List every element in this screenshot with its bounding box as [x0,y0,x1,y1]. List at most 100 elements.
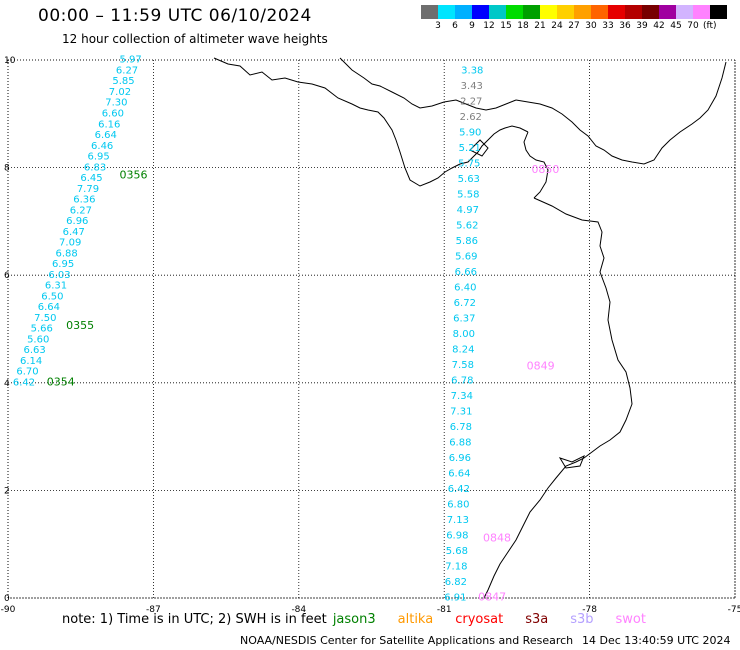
altimeter-tracks: 5.976.275.857.027.306.606.166.646.466.95… [13,55,560,604]
west-track-value: 5.85 [112,76,134,87]
scale-swatch [472,5,489,19]
east-track-value: 6.80 [447,500,469,511]
scale-swatch [574,5,591,19]
east-track-value: 5.75 [458,158,480,169]
scale-swatch [659,5,676,19]
legend-jason3: jason3 [332,612,376,627]
x-tick-label: -78 [582,605,597,615]
east-track-value: 5.58 [457,190,479,201]
scale-label: 24 [551,21,563,31]
east-track-value: 8.00 [453,329,475,340]
scale-swatch [625,5,642,19]
west-track-value: 7.02 [109,87,131,98]
west-track-value: 7.79 [77,184,99,195]
east-track-value: 6.72 [454,298,476,309]
east-track-value: 7.34 [451,391,473,402]
delta-outline [558,454,585,469]
east-track-value: 7.31 [450,407,472,418]
scale-swatch [591,5,608,19]
scale-swatch [523,5,540,19]
east-track-value: 6.98 [446,531,468,542]
scale-swatch [540,5,557,19]
legend-s3b: s3b [570,612,594,627]
x-tick-label: -81 [437,605,452,615]
scale-label: 45 [670,21,682,31]
west-track-value: 6.95 [87,152,109,163]
color-scale-labels: 3 6 9 12 15 18 21 24 27 30 33 36 39 42 45 70 (ft) [421,21,740,33]
east-track-value: 3.43 [461,81,483,92]
legend-cryosat: cryosat [455,612,504,627]
scale-unit: (ft) [703,21,717,31]
color-scale-bar [421,5,727,19]
time-label: 0850 [531,163,559,176]
west-track-value: 6.42 [13,377,35,388]
east-track-value: 5.86 [456,236,478,247]
west-track-value: 6.36 [73,195,95,206]
east-track-value: 7.58 [452,360,474,371]
coastline-segment [523,131,549,199]
west-track-value: 6.96 [66,216,88,227]
scale-swatch [693,5,710,19]
east-track-value: 6.37 [453,314,475,325]
x-tick-label: -75 [728,605,740,615]
west-track-value: 7.50 [34,313,56,324]
notes-line: note: 1) Time is in UTC; 2) SWH is in fe… [62,612,646,627]
scale-swatch [557,5,574,19]
scale-swatch [608,5,625,19]
east-track-value: 2.27 [460,96,482,107]
scale-label: 33 [602,21,614,31]
east-track-value: 6.78 [451,376,473,387]
east-track-value: 6.88 [449,438,471,449]
west-track-value: 6.63 [24,345,46,356]
east-track-value: 5.69 [455,252,477,263]
west-track-value: 6.64 [38,302,60,313]
scale-swatch [438,5,455,19]
coastline-segment [483,197,633,599]
west-track-value: 6.03 [48,270,70,281]
scale-label: 18 [517,21,529,31]
y-tick-label: 4 [4,379,10,389]
scale-swatch [710,5,727,19]
scale-swatch [506,5,523,19]
credit-timestamp: 14 Dec 13:40:59 UTC 2024 [582,634,731,647]
scale-swatch [676,5,693,19]
scale-label: 27 [568,21,580,31]
east-track-value: 3.38 [461,65,483,76]
west-track-value: 6.83 [84,162,106,173]
east-track-value: 6.66 [455,267,477,278]
scale-label: 30 [585,21,597,31]
west-track-value: 6.46 [91,141,113,152]
y-tick-label: 8 [4,164,10,174]
west-track-value: 7.30 [105,98,127,109]
time-label: 0847 [478,591,506,604]
west-track-value: 6.45 [80,173,102,184]
scale-label: 36 [619,21,631,31]
axis-labels: -90 -87 -84 -81 -78 -75 0 2 4 6 8 10 [1,56,740,615]
east-track-value: 6.91 [444,593,466,604]
east-track-value: 5.62 [456,221,478,232]
east-track-value: 7.18 [445,562,467,573]
east-track-value: 6.64 [448,469,470,480]
plot-frame [7,59,736,599]
east-track-value: 5.90 [459,127,481,138]
coastline-segment [339,57,517,111]
coastline [213,57,727,599]
x-tick-label: -90 [1,605,16,615]
scale-label: 12 [483,21,495,31]
time-label: 0354 [47,375,75,388]
y-tick-label: 0 [4,594,10,604]
west-track-value: 6.27 [116,65,138,76]
west-track-value: 6.16 [98,119,120,130]
time-label: 0848 [483,532,511,545]
time-label: 0355 [66,319,94,332]
time-label: 0356 [119,168,147,181]
west-track-value: 6.27 [70,205,92,216]
west-track-value: 7.09 [59,238,81,249]
page-subtitle: 12 hour collection of altimeter wave hei… [62,32,328,46]
map-grid [7,59,736,599]
scale-label: 9 [469,21,475,31]
east-track-value: 6.96 [449,453,471,464]
west-track-value: 6.95 [52,259,74,270]
time-label: 0849 [527,359,555,372]
